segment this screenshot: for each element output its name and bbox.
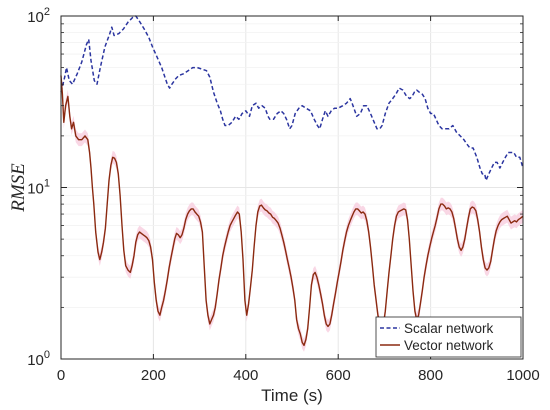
x-tick-labels: 0 200 400 600 800 1000 (57, 367, 540, 384)
y-tick-base: 10 (27, 352, 44, 369)
y-tick-label: 100 (27, 349, 50, 369)
x-tick-label: 600 (326, 367, 351, 384)
legend-box (375, 316, 522, 358)
tick-marks (60, 15, 524, 360)
grid (60, 16, 524, 360)
error-band-vector (61, 69, 523, 352)
legend-label-vector: Vector network (404, 338, 494, 353)
series-lines (60, 15, 524, 347)
x-tick-label: 200 (141, 367, 166, 384)
x-tick-label: 1000 (506, 367, 539, 384)
y-tick-exponent: 2 (44, 6, 50, 18)
y-tick-label: 102 (27, 6, 50, 26)
series-line-scalar (60, 15, 524, 182)
y-tick-base: 10 (27, 181, 44, 198)
vector-network-error-band (61, 69, 523, 352)
y-tick-base: 10 (27, 9, 44, 26)
x-axis-label: Time (s) (261, 386, 323, 405)
y-tick-exponent: 1 (44, 178, 50, 190)
y-tick-exponent: 0 (44, 349, 50, 361)
series-line-vector (60, 75, 524, 347)
x-tick-label: 800 (418, 367, 443, 384)
y-tick-label: 101 (27, 178, 50, 198)
y-axis-label: RMSE (8, 163, 29, 213)
x-tick-label: 400 (233, 367, 258, 384)
legend-label-scalar: Scalar network (404, 321, 494, 336)
legend: Scalar network Vector network (375, 316, 522, 358)
x-tick-label: 0 (57, 367, 65, 384)
